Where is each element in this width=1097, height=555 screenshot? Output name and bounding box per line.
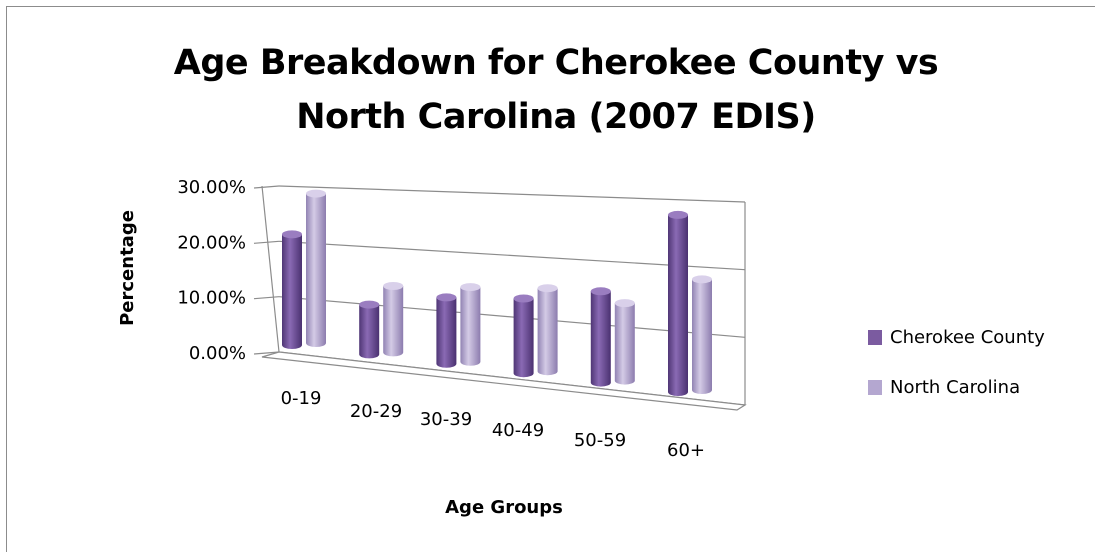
bar-body — [359, 304, 380, 359]
x-tick-label: 40-49 — [492, 420, 544, 441]
bar-cherokee-county-30-39 — [436, 293, 457, 368]
bar-body — [282, 234, 302, 349]
bar-top — [282, 230, 302, 239]
bar-north-carolina-30-39 — [460, 283, 481, 366]
y-axis-title: Percentage — [117, 210, 138, 326]
bar-top — [537, 284, 558, 293]
bar-body — [436, 297, 457, 368]
y-axis-ticks: 0.00% 10.00% 20.00% 30.00% — [177, 177, 246, 364]
bar-top — [306, 189, 326, 198]
y-tick-label: 0.00% — [189, 343, 246, 364]
x-axis-title: Age Groups — [445, 497, 563, 518]
bar-top — [460, 283, 481, 292]
chart-title: Age Breakdown for Cherokee County vs Nor… — [0, 36, 1097, 144]
legend-swatch-north-carolina — [868, 379, 882, 395]
bar-cherokee-county-40-49 — [513, 294, 534, 378]
floor-outline — [261, 351, 747, 411]
legend-item-north-carolina: North Carolina — [868, 362, 1045, 412]
bar-top — [614, 299, 635, 308]
y-tick-mark — [253, 185, 280, 189]
chart-title-line-1: Age Breakdown for Cherokee County vs — [173, 43, 939, 83]
x-axis-ticks: 0-19 20-29 30-39 40-49 50-59 60+ — [281, 388, 705, 461]
bar-north-carolina-40-49 — [537, 284, 558, 376]
x-tick-label: 30-39 — [420, 409, 472, 430]
bar-body — [692, 279, 712, 394]
legend-label-cherokee-county: Cherokee County — [890, 326, 1045, 348]
back-wall — [261, 185, 280, 353]
bar-cherokee-county-20-29 — [359, 300, 380, 359]
bar-body — [537, 288, 558, 376]
y-tick-mark — [253, 240, 280, 244]
bar-top — [359, 300, 380, 309]
bar-cherokee-county-50-59 — [590, 287, 611, 387]
legend-swatch-cherokee-county — [868, 329, 882, 345]
bar-top — [513, 294, 534, 303]
y-tick-label: 20.00% — [177, 232, 246, 253]
y-tick-mark — [253, 351, 280, 355]
x-tick-label: 60+ — [667, 440, 705, 461]
bar-body — [668, 214, 688, 396]
bar-top — [692, 275, 712, 284]
gridline — [278, 296, 746, 338]
x-tick-label: 20-29 — [350, 401, 402, 422]
bar-north-carolina-0-19 — [306, 189, 326, 347]
bar-north-carolina-50-59 — [614, 299, 635, 385]
bar-top — [668, 210, 688, 219]
y-tick-label: 10.00% — [177, 288, 246, 309]
chart-frame — [6, 6, 1095, 552]
bar-body — [614, 303, 635, 385]
bar-body — [460, 287, 481, 366]
bar-north-carolina-20-29 — [383, 282, 404, 357]
bar-top — [590, 287, 611, 296]
gridline — [278, 185, 746, 203]
y-tick-label: 30.00% — [177, 177, 246, 198]
floor — [261, 202, 747, 411]
y-tick-mark — [253, 296, 280, 300]
legend-item-cherokee-county: Cherokee County — [868, 312, 1045, 362]
legend-label-north-carolina: North Carolina — [890, 376, 1021, 398]
bars — [282, 189, 712, 396]
bar-cherokee-county-60+ — [668, 210, 688, 396]
legend: Cherokee County North Carolina — [868, 312, 1045, 412]
bar-top — [383, 282, 404, 290]
bar-body — [590, 291, 611, 387]
bar-body — [383, 286, 404, 357]
x-tick-label: 50-59 — [574, 430, 626, 451]
chart-title-line-2: North Carolina (2007 EDIS) — [296, 97, 816, 137]
bar-body — [306, 193, 326, 347]
bar-cherokee-county-0-19 — [282, 230, 302, 349]
back-wall-left-edge — [261, 185, 280, 353]
gridline — [278, 240, 746, 271]
bar-body — [513, 298, 534, 378]
bar-north-carolina-60+ — [692, 275, 712, 394]
x-tick-label: 0-19 — [281, 388, 322, 409]
bar-top — [436, 293, 457, 302]
